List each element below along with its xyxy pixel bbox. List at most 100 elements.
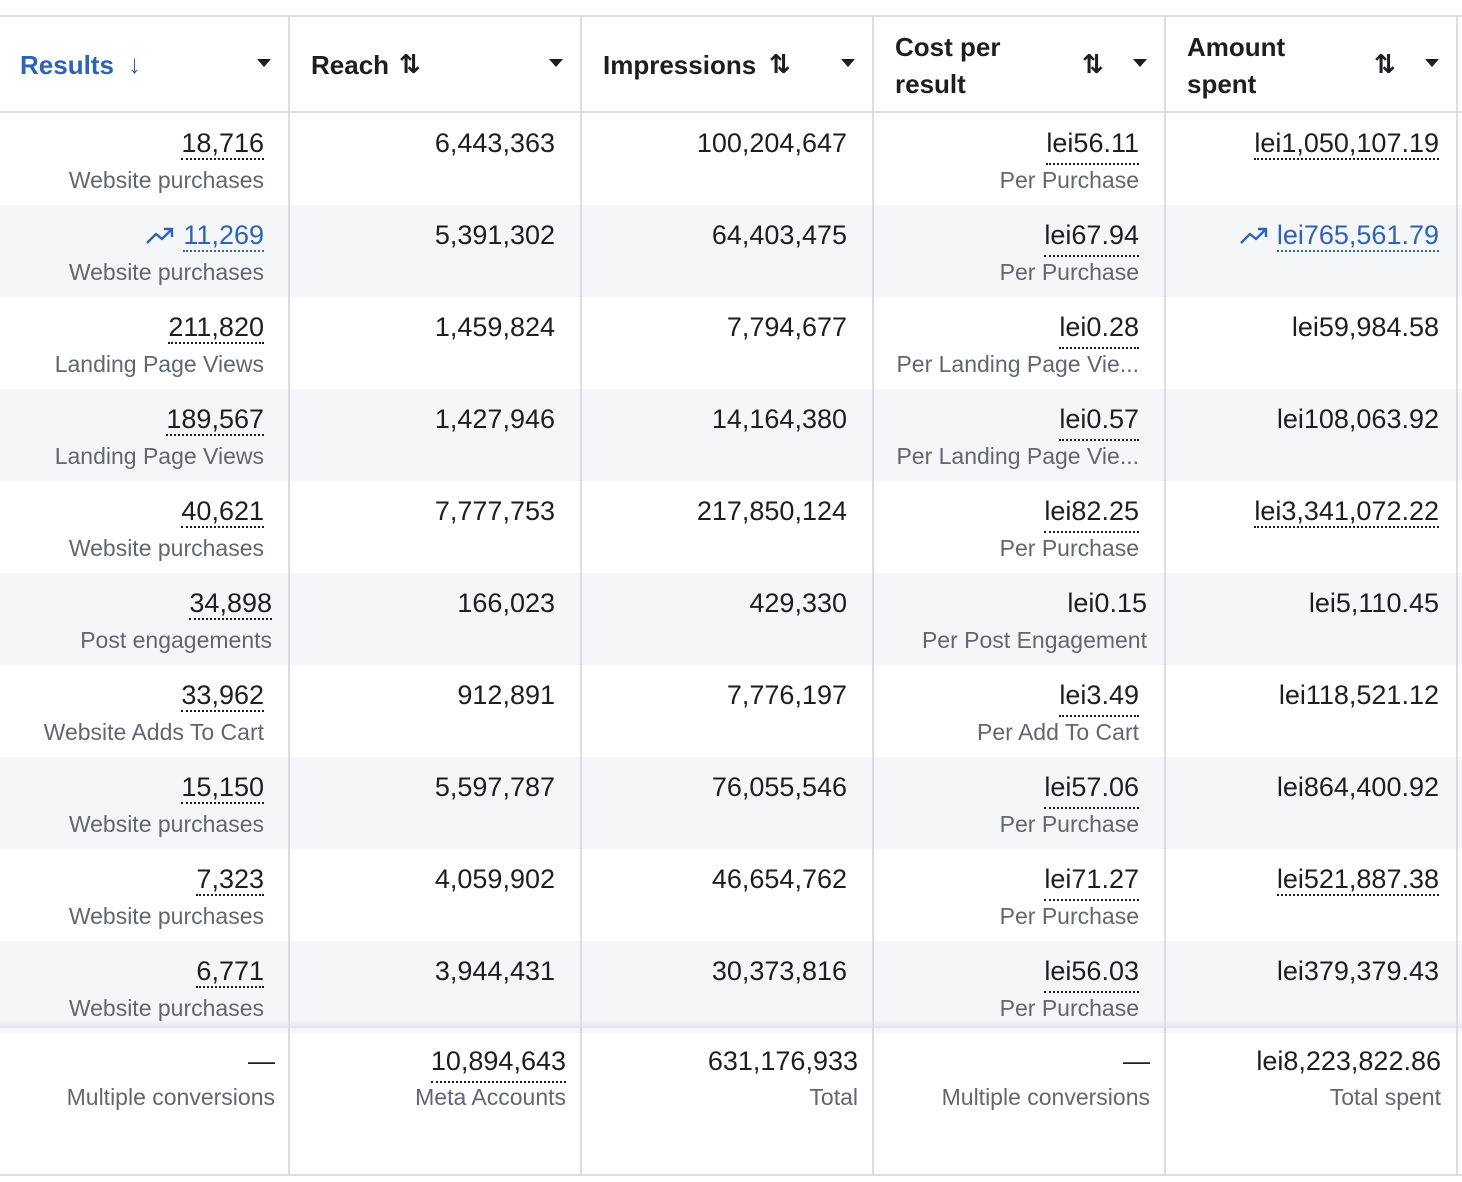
result-value-wrapper: 34,898 — [189, 583, 272, 623]
sort-descending-icon[interactable]: ↓ — [128, 49, 141, 79]
cell-impressions: 429,330 — [583, 573, 872, 665]
cell-reach: 166,023 — [291, 573, 580, 665]
cell-results: 211,820 Landing Page Views — [0, 297, 289, 389]
result-type: Website purchases — [68, 811, 264, 837]
impressions-value: 14,164,380 — [711, 404, 847, 434]
impressions-value: 64,403,475 — [711, 220, 847, 250]
column-divider — [288, 17, 290, 1175]
cell-cost-per-result: lei67.94 Per Purchase — [875, 205, 1164, 297]
result-value[interactable]: 211,820 — [168, 312, 264, 344]
sort-icon[interactable]: ⇅ — [1374, 49, 1396, 79]
column-divider — [580, 17, 582, 1175]
caret-down-icon[interactable] — [549, 59, 563, 67]
cell-results: 18,716 Website purchases — [0, 113, 289, 205]
trending-up-icon — [1239, 217, 1269, 257]
spent-value[interactable]: lei3,341,072.22 — [1254, 496, 1439, 528]
total-label: Meta Accounts — [415, 1084, 566, 1110]
spent-value[interactable]: lei765,561.79 — [1276, 220, 1439, 252]
total-value[interactable]: 10,894,643 — [430, 1041, 566, 1083]
result-value[interactable]: 15,150 — [181, 772, 264, 804]
impressions-value: 30,373,816 — [711, 956, 847, 986]
total-value: lei8,223,822.86 — [1256, 1046, 1441, 1076]
cell-reach: 5,391,302 — [291, 205, 580, 297]
reach-value: 1,459,824 — [434, 312, 555, 342]
caret-down-icon[interactable] — [1425, 59, 1439, 67]
column-header-results[interactable]: Results ↓ — [0, 17, 289, 112]
spent-value-wrapper: lei118,521.12 — [1279, 675, 1439, 715]
cost-value[interactable]: lei56.11 — [1046, 123, 1139, 165]
cost-type: Per Purchase — [999, 995, 1139, 1021]
spent-value: lei108,063.92 — [1276, 404, 1439, 434]
cost-value[interactable]: lei82.25 — [1044, 491, 1139, 533]
column-header-amount-spent[interactable]: Amount spent ⇅ — [1167, 17, 1456, 112]
caret-down-icon[interactable] — [257, 59, 271, 67]
total-label: Total spent — [1329, 1084, 1441, 1110]
cell-results: 33,962 Website Adds To Cart — [0, 665, 289, 757]
cell-cost-per-result: lei3.49 Per Add To Cart — [875, 665, 1164, 757]
spent-value[interactable]: lei521,887.38 — [1276, 864, 1439, 896]
cost-value[interactable]: lei57.06 — [1044, 767, 1139, 809]
cost-value: lei0.15 — [1067, 588, 1147, 618]
spent-value-wrapper: lei864,400.92 — [1277, 767, 1439, 807]
cost-type: Per Purchase — [999, 903, 1139, 929]
sort-icon[interactable]: ⇅ — [1082, 49, 1104, 79]
result-value[interactable]: 40,621 — [181, 496, 264, 528]
result-value[interactable]: 11,269 — [183, 220, 264, 252]
total-value: — — [1123, 1046, 1150, 1076]
impressions-value: 46,654,762 — [711, 864, 847, 894]
column-header-cost-per-result[interactable]: Cost per result ⇅ — [875, 17, 1164, 112]
impressions-value: 76,055,546 — [711, 772, 847, 802]
cost-value[interactable]: lei67.94 — [1044, 215, 1139, 257]
table-row: 211,820 Landing Page Views 1,459,824 7,794,… — [0, 297, 1462, 389]
spent-value[interactable]: lei1,050,107.19 — [1254, 128, 1439, 160]
result-value[interactable]: 34,898 — [189, 588, 272, 620]
reach-value: 166,023 — [457, 588, 555, 618]
result-value[interactable]: 6,771 — [196, 956, 264, 988]
total-results: — Multiple conversions — [0, 1027, 289, 1175]
column-label: Cost per result — [895, 32, 1001, 99]
reach-value: 5,391,302 — [434, 220, 555, 250]
cell-amount-spent: lei5,110.45 — [1167, 573, 1456, 665]
total-label: Total — [809, 1084, 858, 1110]
result-type: Website purchases — [68, 903, 264, 929]
cost-value[interactable]: lei56.03 — [1044, 951, 1139, 993]
spent-value-wrapper: lei1,050,107.19 — [1254, 123, 1439, 163]
cell-cost-per-result: lei0.28 Per Landing Page Vie... — [875, 297, 1164, 389]
spent-value: lei59,984.58 — [1291, 312, 1439, 342]
cell-cost-per-result: lei56.03 Per Purchase — [875, 941, 1164, 1033]
impressions-value: 100,204,647 — [696, 128, 847, 158]
table-row: 33,962 Website Adds To Cart 912,891 7,776,1… — [0, 665, 1462, 757]
cell-impressions: 64,403,475 — [583, 205, 872, 297]
caret-down-icon[interactable] — [1133, 59, 1147, 67]
result-type: Website purchases — [68, 167, 264, 193]
table-row: 18,716 Website purchases 6,443,363 100,204,… — [0, 113, 1462, 205]
result-value[interactable]: 33,962 — [181, 680, 264, 712]
cell-reach: 3,944,431 — [291, 941, 580, 1033]
column-label: Reach — [311, 50, 390, 80]
sort-icon[interactable]: ⇅ — [399, 49, 421, 79]
cell-amount-spent: lei118,521.12 — [1167, 665, 1456, 757]
column-divider — [1164, 17, 1166, 1175]
total-value: 631,176,933 — [707, 1046, 858, 1076]
cost-value[interactable]: lei3.49 — [1059, 675, 1139, 717]
cost-value[interactable]: lei0.28 — [1059, 307, 1139, 349]
header-divider — [0, 111, 1462, 113]
cell-cost-per-result: lei57.06 Per Purchase — [875, 757, 1164, 849]
cell-cost-per-result: lei71.27 Per Purchase — [875, 849, 1164, 941]
result-value[interactable]: 7,323 — [196, 864, 264, 896]
result-value[interactable]: 18,716 — [181, 128, 264, 160]
cost-value[interactable]: lei0.57 — [1059, 399, 1139, 441]
cell-reach: 1,427,946 — [291, 389, 580, 481]
spent-value: lei5,110.45 — [1308, 588, 1439, 618]
column-header-reach[interactable]: Reach ⇅ — [291, 17, 580, 112]
cost-value[interactable]: lei71.27 — [1044, 859, 1139, 901]
cost-type: Per Post Engagement — [921, 627, 1147, 653]
cell-results: 189,567 Landing Page Views — [0, 389, 289, 481]
column-header-impressions[interactable]: Impressions ⇅ — [583, 17, 872, 112]
sort-icon[interactable]: ⇅ — [769, 49, 791, 79]
reach-value: 7,777,753 — [434, 496, 555, 526]
impressions-value: 7,794,677 — [726, 312, 847, 342]
caret-down-icon[interactable] — [841, 59, 855, 67]
result-value[interactable]: 189,567 — [166, 404, 264, 436]
cell-results: 6,771 Website purchases — [0, 941, 289, 1033]
